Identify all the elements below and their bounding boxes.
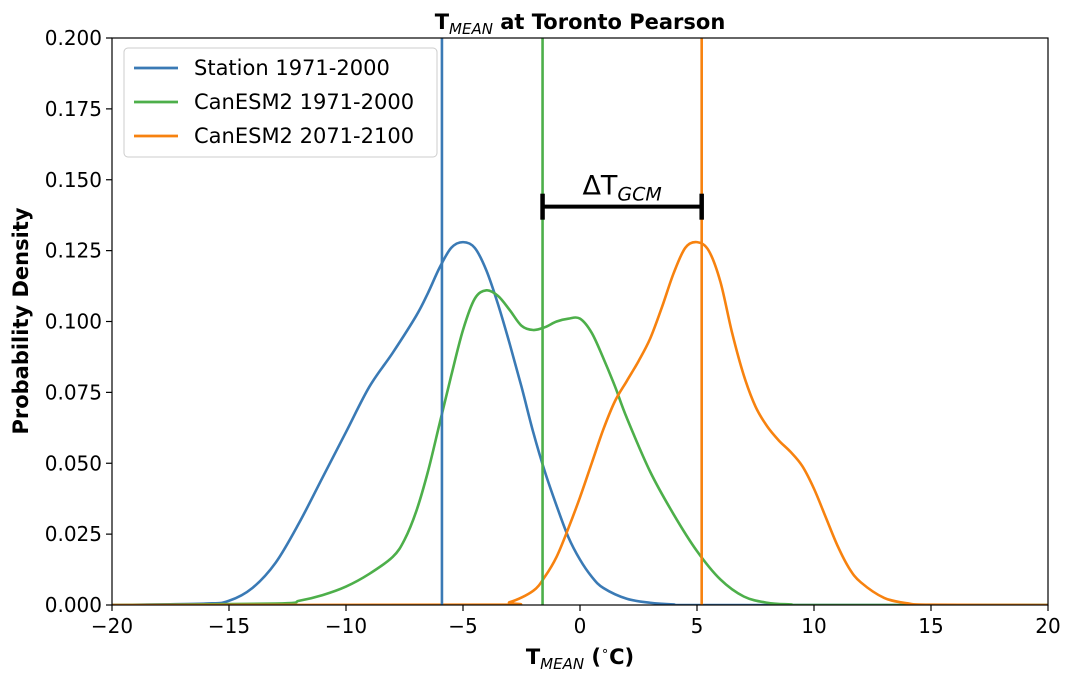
y-tick-label: 0.050 <box>45 451 102 475</box>
y-tick-label: 0.025 <box>45 522 102 546</box>
x-tick-label: 15 <box>918 614 943 638</box>
y-axis-title: Probability Density <box>9 207 33 434</box>
series-line-1 <box>112 240 1048 605</box>
legend: Station 1971-2000 CanESM2 1971-2000 CanESM… <box>123 47 438 158</box>
x-tick-label: 0 <box>574 614 587 638</box>
x-tick-label: 10 <box>801 614 826 638</box>
legend-label-1: Station 1971-2000 <box>194 56 390 80</box>
y-tick-label: 0.200 <box>45 26 102 50</box>
y-ticks: 0.000 0.025 0.050 0.075 0.100 0.125 0.150 0.175… <box>45 26 112 617</box>
x-tick-label: 5 <box>691 614 704 638</box>
y-tick-label: 0.150 <box>45 168 102 192</box>
x-axis-title: TMEAN (∘C) <box>526 644 634 673</box>
y-tick-label: 0.175 <box>45 97 102 121</box>
series-line-3 <box>112 240 1048 605</box>
legend-label-2: CanESM2 1971-2000 <box>194 90 414 114</box>
delta-annotation: ΔTGCM <box>540 171 704 220</box>
y-tick-label: 0.075 <box>45 380 102 404</box>
chart-title: TMEAN at Toronto Pearson <box>435 10 726 38</box>
delta-label: ΔTGCM <box>582 171 661 206</box>
legend-label-3: CanESM2 2071-2100 <box>194 124 414 148</box>
x-tick-label: −15 <box>208 614 250 638</box>
x-tick-label: −5 <box>448 614 477 638</box>
reference-lines <box>440 38 703 605</box>
legend-frame <box>123 47 438 158</box>
x-tick-label: 20 <box>1035 614 1060 638</box>
x-tick-label: −20 <box>91 614 133 638</box>
series-line-2 <box>112 288 1048 605</box>
y-tick-label: 0.000 <box>45 593 102 617</box>
y-tick-label: 0.125 <box>45 239 102 263</box>
x-tick-label: −10 <box>325 614 367 638</box>
x-ticks: −20 −15 −10 −5 0 5 10 15 20 <box>91 605 1061 638</box>
series-layer <box>112 240 1048 605</box>
y-tick-label: 0.100 <box>45 310 102 334</box>
